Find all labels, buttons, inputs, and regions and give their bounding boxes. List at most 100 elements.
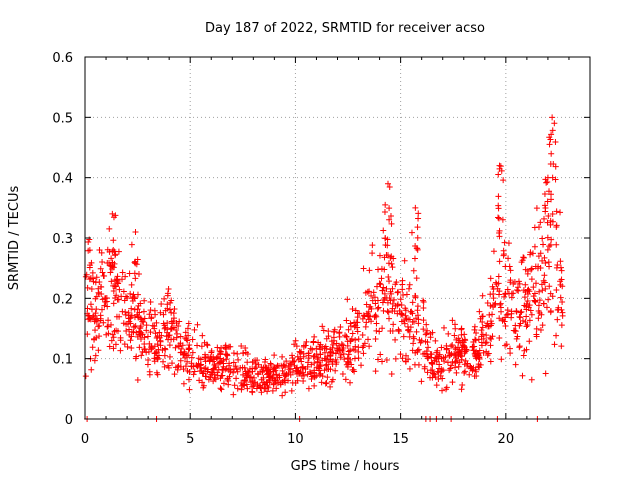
data-point — [544, 234, 551, 241]
data-point — [174, 366, 181, 373]
data-point — [86, 276, 93, 283]
data-point — [160, 320, 167, 327]
data-point — [553, 208, 560, 215]
data-point — [476, 347, 483, 354]
data-point — [297, 349, 304, 356]
data-point — [300, 343, 307, 350]
data-point — [100, 272, 107, 279]
data-point — [171, 371, 178, 378]
data-point — [321, 367, 328, 374]
data-point — [355, 336, 362, 343]
data-point — [386, 278, 393, 285]
data-point — [427, 350, 434, 357]
data-point — [112, 212, 119, 219]
data-point — [396, 328, 403, 335]
data-point — [202, 373, 209, 380]
data-point — [524, 267, 531, 274]
data-point — [492, 300, 499, 307]
data-point — [545, 296, 552, 303]
data-point — [305, 385, 312, 392]
data-point — [435, 369, 442, 376]
data-point — [194, 321, 201, 328]
data-point — [557, 264, 564, 271]
data-point — [535, 253, 542, 260]
data-point — [126, 326, 133, 333]
data-point — [555, 304, 562, 311]
data-point — [413, 328, 420, 335]
data-point — [281, 361, 288, 368]
data-point — [548, 150, 555, 157]
data-point — [158, 301, 165, 308]
data-point — [500, 177, 507, 184]
data-point — [528, 265, 535, 272]
data-point — [406, 333, 413, 340]
data-point — [147, 299, 154, 306]
data-point — [547, 221, 554, 228]
data-point — [359, 315, 366, 322]
data-point — [516, 344, 523, 351]
data-point — [389, 327, 396, 334]
data-point — [279, 367, 286, 374]
data-point — [122, 273, 129, 280]
data-point — [230, 391, 237, 398]
data-point — [183, 336, 190, 343]
data-point — [165, 286, 172, 293]
data-point — [102, 298, 109, 305]
data-point — [388, 290, 395, 297]
axis-ticks: 0 5 10 15 20 0 0.1 0.2 0.3 0.4 0.5 0.6 — [52, 51, 590, 447]
data-point — [414, 234, 421, 241]
data-point — [343, 333, 350, 340]
data-point — [147, 329, 154, 336]
data-point — [517, 320, 524, 327]
data-point — [384, 299, 391, 306]
data-point — [441, 358, 448, 365]
data-point — [116, 286, 123, 293]
data-point — [131, 270, 138, 277]
data-point — [412, 204, 419, 211]
data-point — [513, 308, 520, 315]
data-point — [153, 334, 160, 341]
data-point — [546, 263, 553, 270]
data-point — [319, 323, 326, 330]
data-point — [502, 342, 509, 349]
data-point — [249, 368, 256, 375]
data-point — [523, 300, 530, 307]
data-point — [512, 361, 519, 368]
data-point — [240, 381, 247, 388]
data-point — [399, 286, 406, 293]
data-point — [452, 346, 459, 353]
data-point — [127, 314, 134, 321]
data-point — [394, 301, 401, 308]
data-point — [88, 366, 95, 373]
data-point — [89, 275, 96, 282]
data-point — [316, 371, 323, 378]
data-point — [143, 349, 150, 356]
data-point — [352, 337, 359, 344]
data-point — [441, 324, 448, 331]
data-point — [230, 359, 237, 366]
data-point — [449, 379, 456, 386]
data-point — [406, 365, 413, 372]
data-point — [315, 365, 322, 372]
data-point — [177, 333, 184, 340]
data-point — [234, 385, 241, 392]
data-point — [544, 246, 551, 253]
data-point — [415, 210, 422, 217]
data-point — [106, 225, 113, 232]
data-point — [385, 273, 392, 280]
data-point — [363, 301, 370, 308]
data-point — [416, 336, 423, 343]
data-point — [327, 383, 334, 390]
data-point — [554, 316, 561, 323]
data-point — [484, 352, 491, 359]
data-point — [373, 327, 380, 334]
data-point — [294, 370, 301, 377]
data-point — [157, 309, 164, 316]
data-point — [548, 236, 555, 243]
data-point — [170, 318, 177, 325]
data-point — [536, 288, 543, 295]
data-point — [479, 292, 486, 299]
y-tick-label: 0.1 — [52, 353, 73, 368]
data-point — [478, 327, 485, 334]
data-point — [191, 326, 198, 333]
